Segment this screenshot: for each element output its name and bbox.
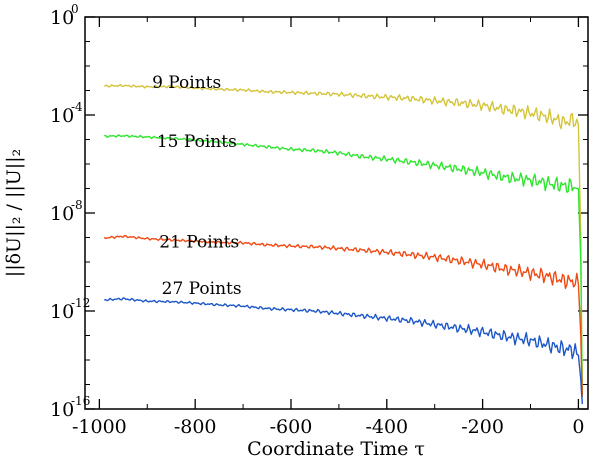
series-line-15-points xyxy=(104,134,583,397)
y-tick-label-exponent: -16 xyxy=(71,394,90,408)
y-tick-label-base: 10 xyxy=(50,301,74,323)
y-tick-label-exponent: 0 xyxy=(71,2,79,16)
series-label-15-points: 15 Points xyxy=(157,132,237,152)
series-lines xyxy=(103,83,583,405)
series-line-21-points xyxy=(103,234,583,397)
series-line-9-points xyxy=(103,83,583,397)
y-tick-label-exponent: -12 xyxy=(71,296,90,310)
y-tick-label-exponent: -4 xyxy=(71,100,83,114)
x-tick-label: 0 xyxy=(572,416,584,438)
x-axis-title: Coordinate Time τ xyxy=(247,438,425,460)
x-axis-ticks: -1000 -800 -600 -400 -200 0 xyxy=(72,17,584,438)
series-label-21-points: 21 Points xyxy=(159,232,239,252)
x-tick-label: -400 xyxy=(365,416,408,438)
y-tick-label-base: 10 xyxy=(50,105,74,127)
y-tick-label-exponent: -8 xyxy=(71,198,83,212)
series-label-27-points: 27 Points xyxy=(162,279,242,299)
series-line-27-points xyxy=(104,297,583,405)
x-tick-label: -600 xyxy=(270,416,313,438)
series-label-9-points: 9 Points xyxy=(152,73,221,93)
y-axis-title: ||δU||₂ / ||U||₂ xyxy=(3,149,25,277)
x-tick-label: -200 xyxy=(461,416,504,438)
x-tick-label: -1000 xyxy=(72,416,127,438)
y-tick-label-base: 10 xyxy=(50,399,74,421)
series-labels: 9 Points 15 Points 21 Points 27 Points xyxy=(152,73,242,299)
y-tick-label-base: 10 xyxy=(50,203,74,225)
y-tick-label-base: 10 xyxy=(50,7,74,29)
x-tick-label: -800 xyxy=(174,416,217,438)
